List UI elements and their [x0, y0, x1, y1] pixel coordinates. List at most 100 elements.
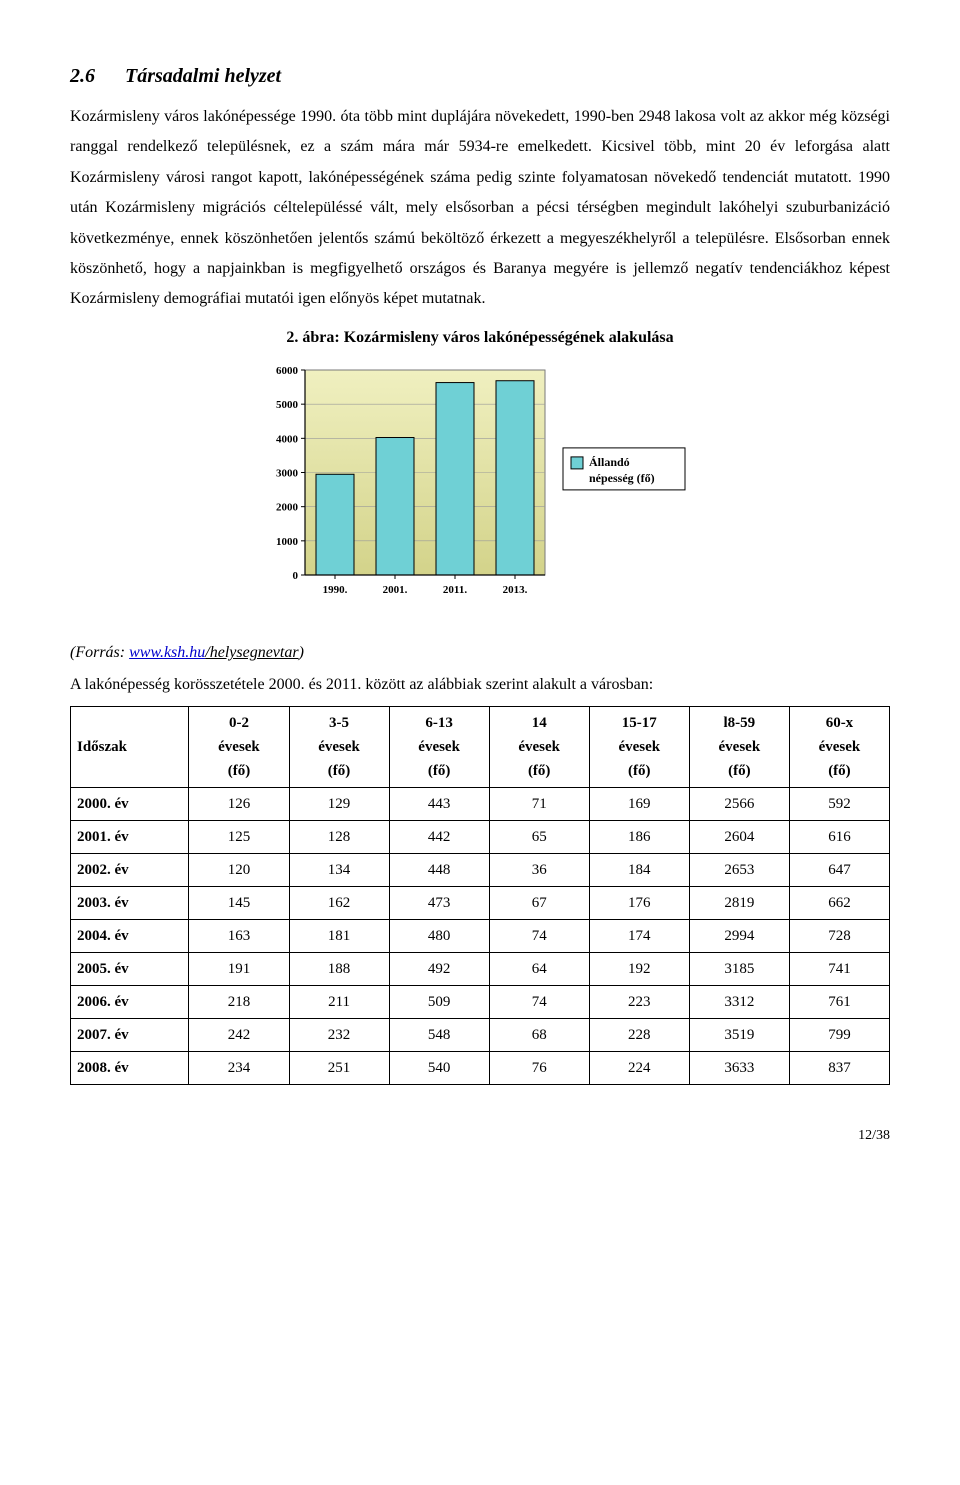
source-prefix: (Forrás: — [70, 644, 129, 661]
table-cell: 184 — [589, 853, 689, 886]
table-cell: 2002. év — [71, 853, 189, 886]
table-header-cell: 14évesek(fő) — [489, 706, 589, 787]
table-row: 2007. év242232548682283519799 — [71, 1018, 890, 1051]
table-cell: 2653 — [689, 853, 789, 886]
table-cell: 3312 — [689, 985, 789, 1018]
table-cell: 67 — [489, 886, 589, 919]
section-heading: 2.6Társadalmi helyzet — [70, 60, 890, 92]
table-cell: 181 — [289, 919, 389, 952]
table-cell: 145 — [189, 886, 289, 919]
table-header-cell: l8-59évesek(fő) — [689, 706, 789, 787]
table-cell: 799 — [789, 1018, 889, 1051]
table-cell: 448 — [389, 853, 489, 886]
table-cell: 592 — [789, 787, 889, 820]
section-number: 2.6 — [70, 65, 95, 87]
table-cell: 68 — [489, 1018, 589, 1051]
svg-text:2001.: 2001. — [383, 584, 408, 596]
table-cell: 74 — [489, 985, 589, 1018]
age-composition-table: Időszak0-2évesek(fő)3-5évesek(fő)6-13éve… — [70, 706, 890, 1085]
svg-text:2013.: 2013. — [503, 584, 528, 596]
table-cell: 71 — [489, 787, 589, 820]
svg-text:6000: 6000 — [276, 365, 299, 377]
svg-text:Állandó: Állandó — [589, 455, 630, 469]
table-body: 2000. év1261294437116925665922001. év125… — [71, 787, 890, 1084]
table-cell: 2001. év — [71, 820, 189, 853]
table-cell: 228 — [589, 1018, 689, 1051]
svg-text:0: 0 — [293, 570, 299, 582]
table-cell: 616 — [789, 820, 889, 853]
table-header-cell: 6-13évesek(fő) — [389, 706, 489, 787]
table-cell: 2604 — [689, 820, 789, 853]
table-cell: 443 — [389, 787, 489, 820]
chart-container: 01000200030004000500060001990.2001.2011.… — [70, 362, 890, 622]
table-cell: 188 — [289, 952, 389, 985]
table-cell: 174 — [589, 919, 689, 952]
table-header-cell: 60-xévesek(fő) — [789, 706, 889, 787]
table-cell: 163 — [189, 919, 289, 952]
table-cell: 120 — [189, 853, 289, 886]
table-cell: 242 — [189, 1018, 289, 1051]
table-cell: 662 — [789, 886, 889, 919]
page-number: 12/38 — [70, 1125, 890, 1147]
table-cell: 169 — [589, 787, 689, 820]
table-cell: 126 — [189, 787, 289, 820]
table-cell: 129 — [289, 787, 389, 820]
table-cell: 176 — [589, 886, 689, 919]
table-cell: 76 — [489, 1051, 589, 1084]
table-row: 2000. év126129443711692566592 — [71, 787, 890, 820]
table-cell: 2566 — [689, 787, 789, 820]
table-intro: A lakónépesség korösszetétele 2000. és 2… — [70, 672, 890, 698]
population-bar-chart: 01000200030004000500060001990.2001.2011.… — [250, 362, 710, 622]
table-cell: 224 — [589, 1051, 689, 1084]
svg-text:1000: 1000 — [276, 536, 299, 548]
source-suffix: ) — [299, 644, 304, 661]
table-cell: 2000. év — [71, 787, 189, 820]
table-row: 2001. év125128442651862604616 — [71, 820, 890, 853]
table-cell: 647 — [789, 853, 889, 886]
svg-text:2000: 2000 — [276, 502, 299, 514]
table-row: 2002. év120134448361842653647 — [71, 853, 890, 886]
table-cell: 211 — [289, 985, 389, 1018]
table-cell: 64 — [489, 952, 589, 985]
table-cell: 3633 — [689, 1051, 789, 1084]
table-cell: 74 — [489, 919, 589, 952]
table-cell: 218 — [189, 985, 289, 1018]
figure-title: 2. ábra: Kozármisleny város lakónépesség… — [70, 325, 890, 351]
table-cell: 492 — [389, 952, 489, 985]
table-cell: 2005. év — [71, 952, 189, 985]
table-cell: 3519 — [689, 1018, 789, 1051]
table-cell: 128 — [289, 820, 389, 853]
table-cell: 2007. év — [71, 1018, 189, 1051]
source-link-suffix: /helysegnevtar — [205, 644, 298, 661]
table-cell: 65 — [489, 820, 589, 853]
table-row: 2004. év163181480741742994728 — [71, 919, 890, 952]
table-cell: 223 — [589, 985, 689, 1018]
table-cell: 36 — [489, 853, 589, 886]
table-header-cell: Időszak — [71, 706, 189, 787]
svg-text:1990.: 1990. — [323, 584, 348, 596]
table-cell: 125 — [189, 820, 289, 853]
table-cell: 442 — [389, 820, 489, 853]
table-cell: 2819 — [689, 886, 789, 919]
table-cell: 837 — [789, 1051, 889, 1084]
table-cell: 509 — [389, 985, 489, 1018]
svg-text:4000: 4000 — [276, 434, 299, 446]
source-link[interactable]: www.ksh.hu — [129, 644, 205, 661]
table-header-cell: 0-2évesek(fő) — [189, 706, 289, 787]
table-cell: 548 — [389, 1018, 489, 1051]
table-header-cell: 15-17évesek(fő) — [589, 706, 689, 787]
table-cell: 3185 — [689, 952, 789, 985]
table-cell: 162 — [289, 886, 389, 919]
table-cell: 2006. év — [71, 985, 189, 1018]
table-row: 2005. év191188492641923185741 — [71, 952, 890, 985]
svg-text:3000: 3000 — [276, 468, 299, 480]
figure-source: (Forrás: www.ksh.hu/helysegnevtar) — [70, 640, 890, 666]
table-cell: 232 — [289, 1018, 389, 1051]
table-cell: 134 — [289, 853, 389, 886]
table-header-row: Időszak0-2évesek(fő)3-5évesek(fő)6-13éve… — [71, 706, 890, 787]
table-cell: 186 — [589, 820, 689, 853]
table-row: 2003. év145162473671762819662 — [71, 886, 890, 919]
table-cell: 473 — [389, 886, 489, 919]
table-cell: 2004. év — [71, 919, 189, 952]
table-cell: 2994 — [689, 919, 789, 952]
